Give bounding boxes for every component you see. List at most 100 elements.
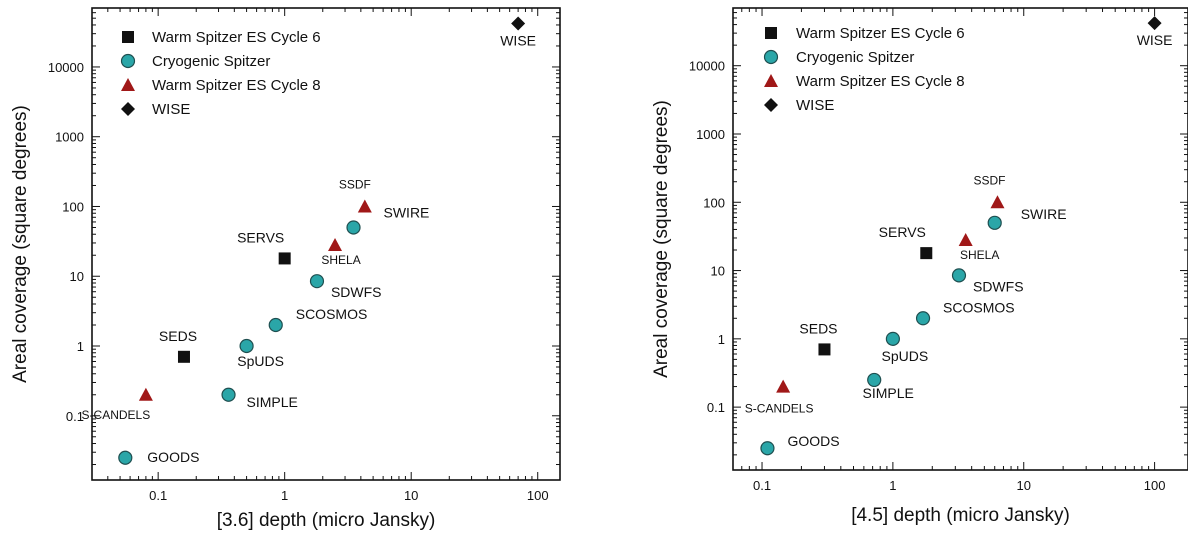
data-point bbox=[920, 247, 933, 260]
x-tick-label: 100 bbox=[1144, 478, 1166, 493]
legend-entry: WISE bbox=[152, 101, 190, 118]
legend-entry: Warm Spitzer ES Cycle 6 bbox=[796, 25, 965, 42]
point-label: SSDF bbox=[973, 173, 1005, 187]
series-square: SEDS SERVS bbox=[799, 224, 933, 356]
data-point bbox=[776, 379, 791, 393]
point-label: SHELA bbox=[960, 248, 999, 262]
data-point bbox=[328, 238, 343, 252]
data-point bbox=[1147, 16, 1162, 31]
data-point bbox=[357, 199, 372, 213]
y-tick-label: 1 bbox=[77, 339, 84, 354]
chart-panel-1: 0.1 1 10 100 0.1 1 10 100 1000 10000 [3.6] depth (… bbox=[10, 7, 561, 531]
point-label: SpUDS bbox=[882, 348, 929, 364]
x-axis-label: [4.5] depth (micro Jansky) bbox=[851, 505, 1070, 526]
y-axis-label: Areal coverage (square degrees) bbox=[651, 100, 672, 378]
point-label: SEDS bbox=[159, 328, 197, 344]
legend-entry: WISE bbox=[796, 97, 834, 114]
series-triangle: S-CANDELS SHELA SSDF bbox=[82, 177, 372, 422]
data-point bbox=[511, 16, 526, 31]
y-tick-label: 10 bbox=[70, 269, 84, 284]
data-point bbox=[309, 274, 325, 289]
y-tick-label: 1000 bbox=[55, 130, 84, 145]
y-tick-label: 100 bbox=[62, 199, 84, 214]
legend-entry: Warm Spitzer ES Cycle 8 bbox=[152, 77, 321, 94]
point-label: SWIRE bbox=[384, 204, 430, 220]
point-label: SEDS bbox=[799, 320, 837, 336]
data-point bbox=[867, 372, 882, 388]
point-label: SERVS bbox=[879, 224, 926, 240]
legend-marker-diamond bbox=[764, 98, 778, 112]
legend-marker-circle bbox=[763, 49, 779, 65]
point-label: SCOSMOS bbox=[943, 299, 1015, 315]
point-label: SDWFS bbox=[331, 284, 382, 300]
y-axis-label: Areal coverage (square degrees) bbox=[10, 105, 31, 383]
legend-marker-triangle bbox=[764, 74, 778, 87]
x-axis-label: [3.6] depth (micro Jansky) bbox=[217, 510, 436, 531]
series-diamond: WISE bbox=[500, 16, 536, 48]
point-label: SIMPLE bbox=[863, 385, 914, 401]
legend-entry: Warm Spitzer ES Cycle 6 bbox=[152, 29, 321, 46]
point-label: SSDF bbox=[339, 177, 371, 191]
point-label: SCOSMOS bbox=[296, 306, 368, 322]
data-point bbox=[818, 343, 831, 356]
point-label: SpUDS bbox=[237, 353, 284, 369]
y-tick-label: 1000 bbox=[696, 127, 725, 142]
x-tick-label: 10 bbox=[1017, 478, 1031, 493]
y-tick-label: 10000 bbox=[48, 60, 84, 75]
tick-marks bbox=[732, 7, 1188, 470]
point-label: WISE bbox=[500, 32, 536, 48]
plot-frame bbox=[732, 7, 1188, 471]
point-label: SWIRE bbox=[1021, 206, 1067, 222]
point-label: SERVS bbox=[237, 229, 284, 245]
series-circle: GOODS SIMPLE SpUDS SCOSMOS SDWFS SWIRE bbox=[118, 204, 430, 465]
legend-marker-triangle bbox=[121, 78, 135, 91]
data-point bbox=[239, 338, 254, 354]
plot-frame bbox=[91, 7, 561, 481]
data-point bbox=[951, 268, 967, 283]
point-label: SIMPLE bbox=[247, 394, 298, 410]
point-label: SDWFS bbox=[973, 278, 1024, 294]
data-point bbox=[958, 233, 973, 247]
x-tick-label: 100 bbox=[527, 488, 549, 503]
y-tick-label: 0.1 bbox=[66, 409, 84, 424]
point-label: S-CANDELS bbox=[82, 408, 151, 422]
y-tick-label: 0.1 bbox=[707, 400, 725, 415]
data-point bbox=[118, 450, 133, 465]
series-diamond: WISE bbox=[1137, 16, 1173, 48]
point-label: GOODS bbox=[147, 449, 199, 465]
chart-panel-2: 0.1 1 10 100 0.1 1 10 100 1000 10000 [4.5] depth (… bbox=[651, 7, 1188, 526]
legend-entry: Cryogenic Spitzer bbox=[152, 53, 270, 70]
point-label: SHELA bbox=[321, 253, 360, 267]
data-point bbox=[177, 350, 190, 363]
data-point bbox=[760, 441, 775, 456]
data-point bbox=[268, 317, 283, 333]
point-label: WISE bbox=[1137, 32, 1173, 48]
legend: Warm Spitzer ES Cycle 6 Cryogenic Spitzer… bbox=[763, 25, 965, 114]
series-circle: GOODS SIMPLE SpUDS SCOSMOS SDWFS SWIRE bbox=[760, 206, 1067, 456]
legend-entry: Cryogenic Spitzer bbox=[796, 49, 914, 66]
data-point bbox=[346, 220, 361, 235]
x-tick-label: 1 bbox=[889, 478, 896, 493]
data-point bbox=[990, 195, 1005, 209]
legend-marker-circle bbox=[120, 53, 136, 69]
y-tick-label: 100 bbox=[703, 195, 725, 210]
point-label: S-CANDELS bbox=[745, 402, 814, 416]
x-tick-label: 1 bbox=[281, 488, 288, 503]
legend-marker-square bbox=[765, 27, 777, 39]
data-point bbox=[987, 215, 1002, 230]
legend-marker-diamond bbox=[121, 102, 135, 116]
tick-marks bbox=[91, 7, 560, 480]
series-triangle: S-CANDELS SHELA SSDF bbox=[745, 173, 1006, 415]
legend-entry: Warm Spitzer ES Cycle 8 bbox=[796, 73, 965, 90]
y-tick-label: 10000 bbox=[689, 59, 725, 74]
y-tick-label: 1 bbox=[718, 332, 725, 347]
data-point bbox=[221, 387, 236, 402]
data-point bbox=[138, 387, 153, 401]
data-point bbox=[885, 331, 900, 346]
y-tick-label: 10 bbox=[711, 264, 725, 279]
x-tick-label: 0.1 bbox=[149, 488, 167, 503]
data-point bbox=[278, 252, 291, 265]
series-square: SEDS SERVS bbox=[159, 229, 291, 363]
legend: Warm Spitzer ES Cycle 6 Cryogenic Spitzer… bbox=[120, 29, 321, 118]
